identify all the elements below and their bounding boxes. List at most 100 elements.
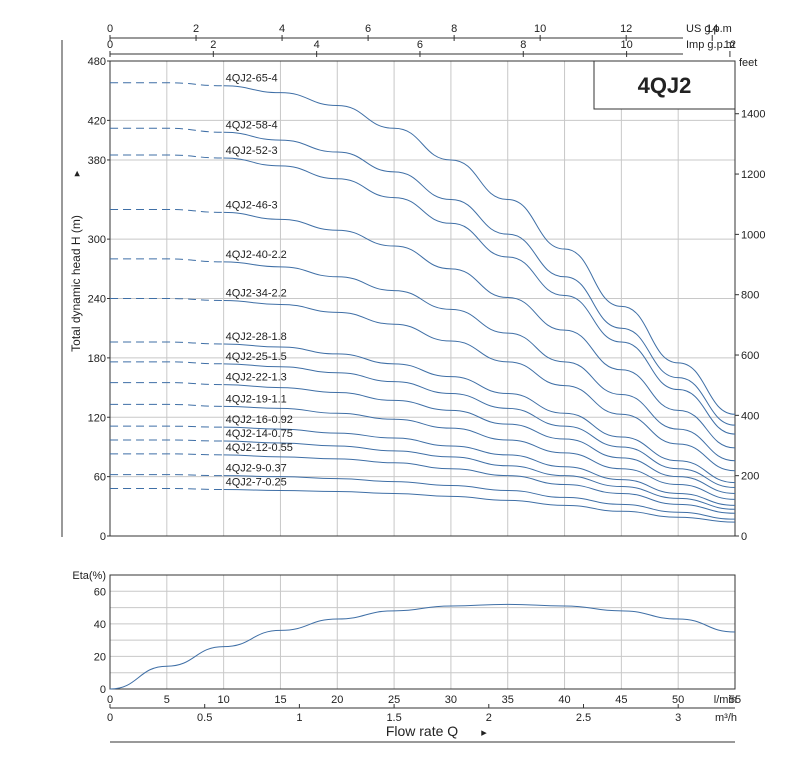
y-tick-label: 480: [88, 56, 106, 68]
eta-x-tick-label: 55: [729, 694, 741, 706]
imp-gpm-tick-label: 2: [210, 39, 216, 51]
eta-x-tick-label: 40: [558, 694, 570, 706]
eta-x-tick-label: 20: [331, 694, 343, 706]
head-curve: [223, 440, 736, 510]
curve-label: 4QJ2-25-1.5: [226, 351, 287, 363]
head-curve: [223, 405, 736, 500]
head-curve-dashed-segment: [110, 488, 224, 490]
head-curve-dashed-segment: [109, 208, 224, 213]
curve-label: 4QJ2-12-0.55: [226, 442, 293, 454]
eta-x-tick-label: 35: [502, 694, 514, 706]
m3h-tick-label: 2.5: [576, 712, 591, 724]
head-curve: [223, 261, 736, 462]
right-tick-label: 800: [741, 290, 759, 302]
head-curve: [223, 488, 736, 523]
head-curve: [223, 426, 736, 506]
imp-gpm-tick-label: 12: [724, 39, 736, 51]
us-gpm-tick-label: 12: [620, 23, 632, 35]
eta-x-tick-label: 45: [615, 694, 627, 706]
y-tick-label: 60: [94, 472, 106, 484]
curve-label: 4QJ2-40-2.2: [226, 249, 287, 261]
imp-gpm-tick-label: 0: [107, 39, 113, 51]
y-tick-label: 120: [88, 412, 106, 424]
head-curve-dashed-segment: [109, 382, 224, 386]
y-tick-label: 380: [88, 155, 106, 167]
curve-label: 4QJ2-16-0.92: [226, 414, 293, 426]
m3h-tick-label: 0.5: [197, 712, 212, 724]
curve-label: 4QJ2-14-0.75: [226, 428, 293, 440]
head-curve: [223, 211, 736, 449]
head-curve-dashed-segment: [110, 403, 224, 407]
curve-label: 4QJ2-7-0.25: [226, 476, 287, 488]
imp-gpm-tick-label: 6: [417, 39, 423, 51]
m3h-tick-label: 3: [675, 712, 681, 724]
head-curve: [223, 131, 736, 426]
imp-gpm-tick-label: 8: [520, 39, 526, 51]
curve-label: 4QJ2-28-1.8: [226, 331, 287, 343]
head-curve-dashed-segment: [110, 127, 224, 133]
m3h-tick-label: 0: [107, 712, 113, 724]
us-gpm-tick-label: 4: [279, 23, 285, 35]
right-tick-label: 200: [741, 471, 759, 483]
head-curve: [223, 299, 736, 472]
curve-label: 4QJ2-9-0.37: [226, 463, 287, 475]
y-axis-title: Total dynamic head H (m): [69, 215, 83, 352]
eta-x-unit: l/min: [714, 694, 737, 706]
head-curve-dashed-segment: [109, 425, 224, 428]
model-title: 4QJ2: [638, 73, 692, 98]
curve-label: 4QJ2-19-1.1: [226, 393, 287, 405]
y-tick-label: 180: [88, 353, 106, 365]
head-curve: [223, 475, 736, 520]
imp-gpm-tick-label: 10: [620, 39, 632, 51]
head-curve-dashed-segment: [109, 453, 224, 456]
curve-label: 4QJ2-22-1.3: [226, 372, 287, 384]
curve-label: 4QJ2-34-2.2: [226, 287, 287, 299]
y-tick-label: 0: [100, 531, 106, 543]
head-curve-dashed-segment: [109, 298, 224, 301]
us-gpm-tick-label: 2: [193, 23, 199, 35]
eta-y-axis-title: Eta(%): [72, 570, 106, 582]
imp-gpm-tick-label: 4: [314, 39, 320, 51]
m3h-tick-label: 1: [296, 712, 302, 724]
eta-y-tick-label: 60: [94, 586, 106, 598]
us-gpm-tick-label: 14: [706, 23, 718, 35]
model-title-box: [593, 60, 736, 110]
eta-x-tick-label: 25: [388, 694, 400, 706]
m3h-tick-label: 2: [486, 712, 492, 724]
eta-x-tick-label: 15: [274, 694, 286, 706]
right-tick-label: 0: [741, 531, 747, 543]
head-curve: [223, 454, 736, 514]
head-curve-dashed-segment: [110, 154, 224, 159]
right-tick-label: 1000: [741, 229, 765, 241]
y-axis-arrow: ▸: [71, 170, 83, 176]
right-tick-label: 1400: [741, 109, 765, 121]
eta-x-tick-label: 30: [445, 694, 457, 706]
eta-frame: [109, 574, 736, 690]
eta-y-tick-label: 20: [94, 651, 106, 663]
eta-x-tick-label: 10: [218, 694, 230, 706]
imp-gpm-unit: Imp g.p.m: [686, 39, 735, 51]
y-tick-label: 240: [88, 294, 106, 306]
us-gpm-unit: US g.p.m: [686, 23, 732, 35]
head-curve: [223, 363, 736, 489]
curve-label: 4QJ2-52-3: [226, 145, 278, 157]
us-gpm-tick-label: 6: [365, 23, 371, 35]
right-tick-label: 600: [741, 350, 759, 362]
m3h-tick-label: 1.5: [386, 712, 401, 724]
head-curve: [223, 343, 736, 484]
curve-label: 4QJ2-46-3: [226, 199, 278, 211]
eta-y-tick-label: 40: [94, 619, 106, 631]
us-gpm-tick-label: 10: [534, 23, 546, 35]
head-curve-dashed-segment: [110, 439, 224, 442]
right-axis-unit: feet: [739, 57, 757, 69]
us-gpm-tick-label: 8: [451, 23, 457, 35]
us-gpm-tick-label: 0: [107, 23, 113, 35]
y-tick-label: 300: [88, 234, 106, 246]
m3h-unit: m³/h: [715, 712, 737, 724]
head-curve-dashed-segment: [110, 258, 224, 263]
eta-y-tick-label: 0: [100, 684, 106, 696]
head-curve-dashed-segment: [110, 361, 224, 365]
y-tick-label: 420: [88, 115, 106, 127]
head-curve-dashed-segment: [110, 341, 224, 345]
head-curve: [223, 157, 736, 435]
